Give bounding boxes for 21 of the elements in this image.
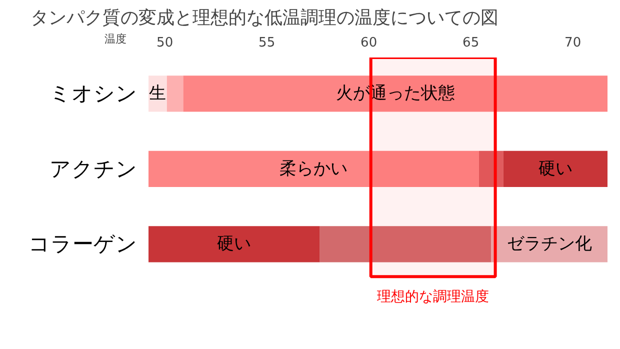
x-tick-label: 65 (462, 36, 480, 50)
bar (491, 226, 608, 262)
bar (478, 150, 504, 188)
chart-title: タンパク質の変成と理想的な低温調理の温度についての図 (30, 8, 498, 28)
x-axis-title: 温度 (104, 32, 126, 46)
band-label: 理想的な調理温度 (377, 288, 490, 305)
data-label: ゼラチン化 (506, 234, 592, 254)
y-tick-label: アクチン (50, 156, 138, 181)
x-tick-label: 60 (360, 36, 378, 50)
data-label: 硬い (538, 158, 572, 179)
data-label: 硬い (217, 234, 252, 254)
data-label: 柔らかい (280, 158, 348, 179)
x-tick-label: 70 (564, 36, 582, 50)
data-label: 火が通った状態 (336, 84, 455, 104)
x-tick-label: 50 (156, 36, 174, 50)
bar (166, 76, 184, 112)
y-tick-label: コラーゲン (28, 232, 138, 256)
bar (320, 226, 492, 262)
x-tick-label: 55 (258, 36, 276, 50)
data-label: 生 (149, 84, 166, 104)
y-tick-label: ミオシン (50, 82, 138, 106)
